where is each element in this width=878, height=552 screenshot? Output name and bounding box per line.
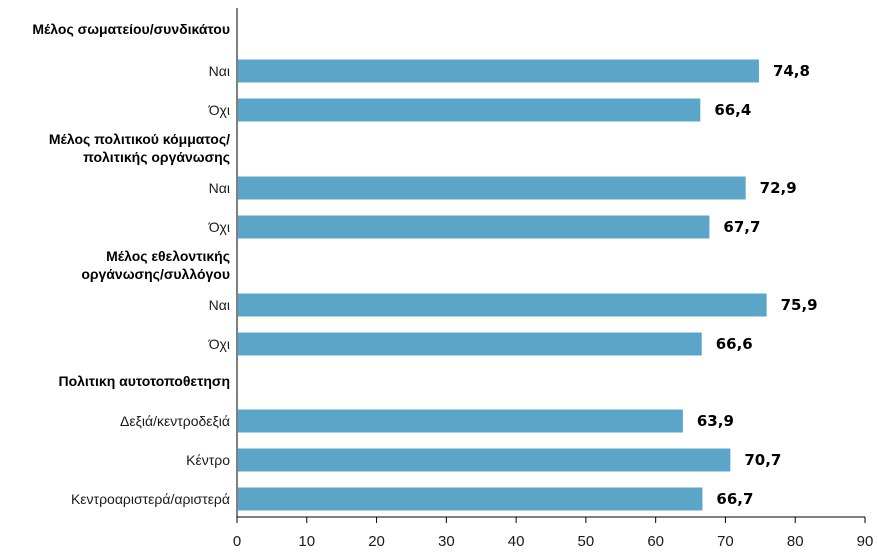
bar (238, 293, 767, 317)
group-label: Μέλος σωματείου/συνδικάτου (32, 21, 230, 37)
data-label: 66,4 (714, 101, 751, 119)
category-label: Ναι (209, 297, 230, 313)
category-label: Κέντρο (186, 452, 230, 468)
x-tick-label: 90 (857, 533, 874, 550)
bar (238, 59, 759, 83)
x-tick-label: 10 (298, 533, 315, 550)
group-label: Μέλος εθελοντικής οργάνωσης/συλλόγου (81, 248, 230, 282)
data-label: 74,8 (773, 62, 810, 80)
category-label: Όχι (208, 336, 230, 352)
x-tick-label: 30 (438, 533, 455, 550)
x-tick-label: 40 (508, 533, 525, 550)
x-tick-label: 50 (578, 533, 595, 550)
category-label: Ναι (209, 180, 230, 196)
x-tick-label: 60 (647, 533, 664, 550)
data-label: 67,7 (723, 218, 760, 236)
bar (238, 215, 710, 239)
category-label: Ναι (209, 63, 230, 79)
category-label: Κεντροαριστερά/αριστερά (71, 491, 230, 507)
x-tick-label: 70 (717, 533, 734, 550)
bar (238, 409, 683, 433)
group-label: Πολιτικη αυτοτοποθετηση (58, 373, 230, 389)
bar (238, 332, 702, 356)
data-label: 66,7 (716, 490, 753, 508)
x-tick-label: 80 (787, 533, 804, 550)
data-label: 72,9 (760, 179, 797, 197)
x-tick-label: 0 (233, 533, 241, 550)
data-label: 66,6 (716, 335, 753, 353)
data-label: 63,9 (697, 412, 734, 430)
bar (238, 176, 746, 200)
bar (238, 487, 703, 511)
category-label: Όχι (208, 219, 230, 235)
x-tick-label: 20 (368, 533, 385, 550)
bar (238, 98, 701, 122)
group-label: Μέλος πολιτικού κόμματος/πολιτικής οργάν… (49, 131, 230, 165)
category-label: Όχι (208, 102, 230, 118)
data-label: 70,7 (744, 451, 781, 469)
category-label: Δεξιά/κεντροδεξιά (120, 413, 230, 429)
bar (238, 448, 731, 472)
data-label: 75,9 (781, 296, 818, 314)
